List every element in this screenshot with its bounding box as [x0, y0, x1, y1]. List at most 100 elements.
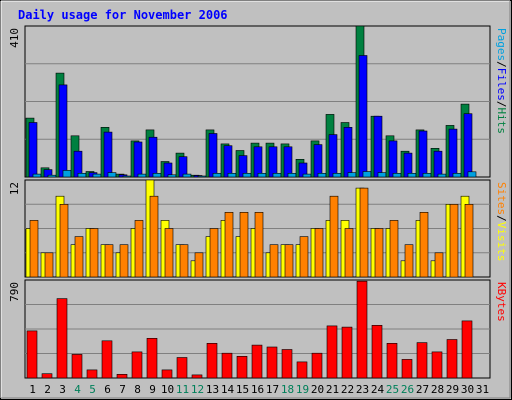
bar-kbytes-day-2	[41, 373, 53, 379]
bar-pages-day-29	[452, 173, 462, 178]
bar-files-day-27	[418, 130, 428, 178]
bar-kbytes-day-19	[296, 361, 308, 379]
bar-pages-day-13	[212, 173, 222, 178]
bar-kbytes-day-23	[356, 280, 368, 379]
x-tick-label: 24	[371, 383, 385, 396]
x-tick-label: 9	[149, 383, 156, 396]
bar-pages-day-1	[32, 173, 42, 178]
bar-sites-day-20	[314, 228, 324, 278]
axis-label-part: KBytes	[495, 282, 508, 322]
x-tick-label: 6	[104, 383, 111, 396]
bar-kbytes-day-3	[56, 298, 68, 379]
bar-kbytes-day-7	[116, 373, 128, 379]
bar-kbytes-day-12	[191, 374, 203, 379]
bar-kbytes-day-16	[251, 344, 263, 379]
bar-sites-day-6	[104, 244, 114, 278]
x-tick-label: 21	[326, 383, 339, 396]
bar-pages-day-2	[47, 174, 57, 178]
bar-kbytes-day-21	[326, 325, 338, 379]
bar-kbytes-day-20	[311, 352, 323, 379]
bar-kbytes-day-4	[71, 354, 83, 379]
axis-label-part: /	[495, 215, 508, 222]
x-tick-label: 14	[221, 383, 235, 396]
x-tick-label: 5	[89, 383, 96, 396]
x-tick-label: 18	[281, 383, 294, 396]
bar-pages-day-14	[227, 173, 237, 178]
axis-label-part: /	[495, 101, 508, 108]
bar-files-day-28	[433, 150, 443, 178]
bar-files-day-6	[103, 131, 113, 178]
bar-sites-day-4	[74, 236, 84, 278]
x-tick-label: 7	[119, 383, 126, 396]
bar-files-day-22	[343, 127, 353, 178]
bar-kbytes-day-14	[221, 352, 233, 379]
bar-sites-day-19	[299, 236, 309, 278]
axis-label-part: Files	[495, 68, 508, 101]
bar-kbytes-day-5	[86, 369, 98, 379]
x-tick-label: 23	[356, 383, 369, 396]
bar-kbytes-day-22	[341, 326, 353, 379]
bar-files-day-3	[58, 84, 68, 178]
bar-files-day-29	[448, 128, 458, 178]
bar-files-day-25	[388, 140, 398, 178]
panel-axis-label: KBytes	[495, 282, 508, 322]
panel-max-label: 410	[8, 28, 21, 48]
x-tick-label: 26	[401, 383, 414, 396]
bar-kbytes-day-28	[431, 351, 443, 379]
bar-sites-day-1	[29, 220, 39, 278]
x-tick-label: 4	[74, 383, 81, 396]
bar-kbytes-day-13	[206, 342, 218, 379]
bar-pages-day-25	[392, 173, 402, 178]
bar-sites-day-14	[224, 212, 234, 278]
x-tick-label: 30	[461, 383, 474, 396]
x-tick-label: 29	[446, 383, 459, 396]
bar-pages-day-12	[197, 175, 207, 178]
bar-sites-day-24	[374, 228, 384, 278]
axis-label-part: Sites	[495, 182, 508, 215]
panel-max-label: 12	[8, 182, 21, 195]
bar-files-day-16	[253, 146, 263, 178]
bar-pages-day-17	[272, 173, 282, 178]
panel-kbytes: 790 KBytes	[8, 279, 508, 379]
bar-pages-day-23	[362, 171, 372, 178]
bar-pages-day-4	[77, 173, 87, 178]
bar-sites-day-21	[329, 195, 339, 278]
x-tick-label: 22	[341, 383, 354, 396]
x-axis-labels: 1 2 3 4 5 6 7 8 9 10 11 12 13 14 15 16 17 18 19 20 21 22 23 24 2…	[29, 383, 489, 396]
bar-sites-day-18	[284, 244, 294, 278]
bar-kbytes-day-17	[266, 346, 278, 379]
bar-kbytes-day-27	[416, 342, 428, 379]
bar-files-day-17	[268, 146, 278, 178]
bar-sites-day-2	[44, 252, 54, 278]
bar-sites-day-7	[119, 244, 129, 278]
axis-label-part: Pages	[495, 28, 508, 61]
bar-kbytes-day-11	[176, 357, 188, 379]
bar-files-day-9	[148, 136, 158, 178]
axis-label-part: /	[495, 61, 508, 68]
bar-pages-day-5	[92, 173, 102, 178]
axis-label-part: Hits	[495, 108, 508, 135]
bar-pages-day-8	[137, 173, 147, 178]
chart-title: Daily usage for November 2006	[18, 8, 228, 22]
bar-pages-day-26	[407, 173, 417, 178]
bar-files-day-18	[283, 146, 293, 178]
bar-sites-day-29	[449, 204, 459, 278]
x-tick-label: 2	[44, 383, 51, 396]
bar-files-day-8	[133, 141, 143, 178]
bar-pages-day-30	[467, 171, 477, 178]
bar-sites-day-11	[179, 244, 189, 278]
bar-kbytes-day-30	[461, 320, 473, 379]
x-tick-label: 16	[251, 383, 264, 396]
x-tick-label: 31	[476, 383, 489, 396]
x-tick-label: 1	[29, 383, 36, 396]
bar-sites-day-17	[269, 244, 279, 278]
bar-sites-day-10	[164, 228, 174, 278]
bar-kbytes-day-10	[161, 369, 173, 379]
bar-files-day-13	[208, 133, 218, 178]
bar-files-day-14	[223, 145, 233, 178]
panel-sites_visits: 12 Sites/Visits	[8, 179, 508, 278]
bar-files-day-20	[313, 144, 323, 178]
x-tick-label: 10	[161, 383, 174, 396]
bar-kbytes-day-8	[131, 351, 143, 379]
bar-sites-day-3	[59, 204, 69, 278]
